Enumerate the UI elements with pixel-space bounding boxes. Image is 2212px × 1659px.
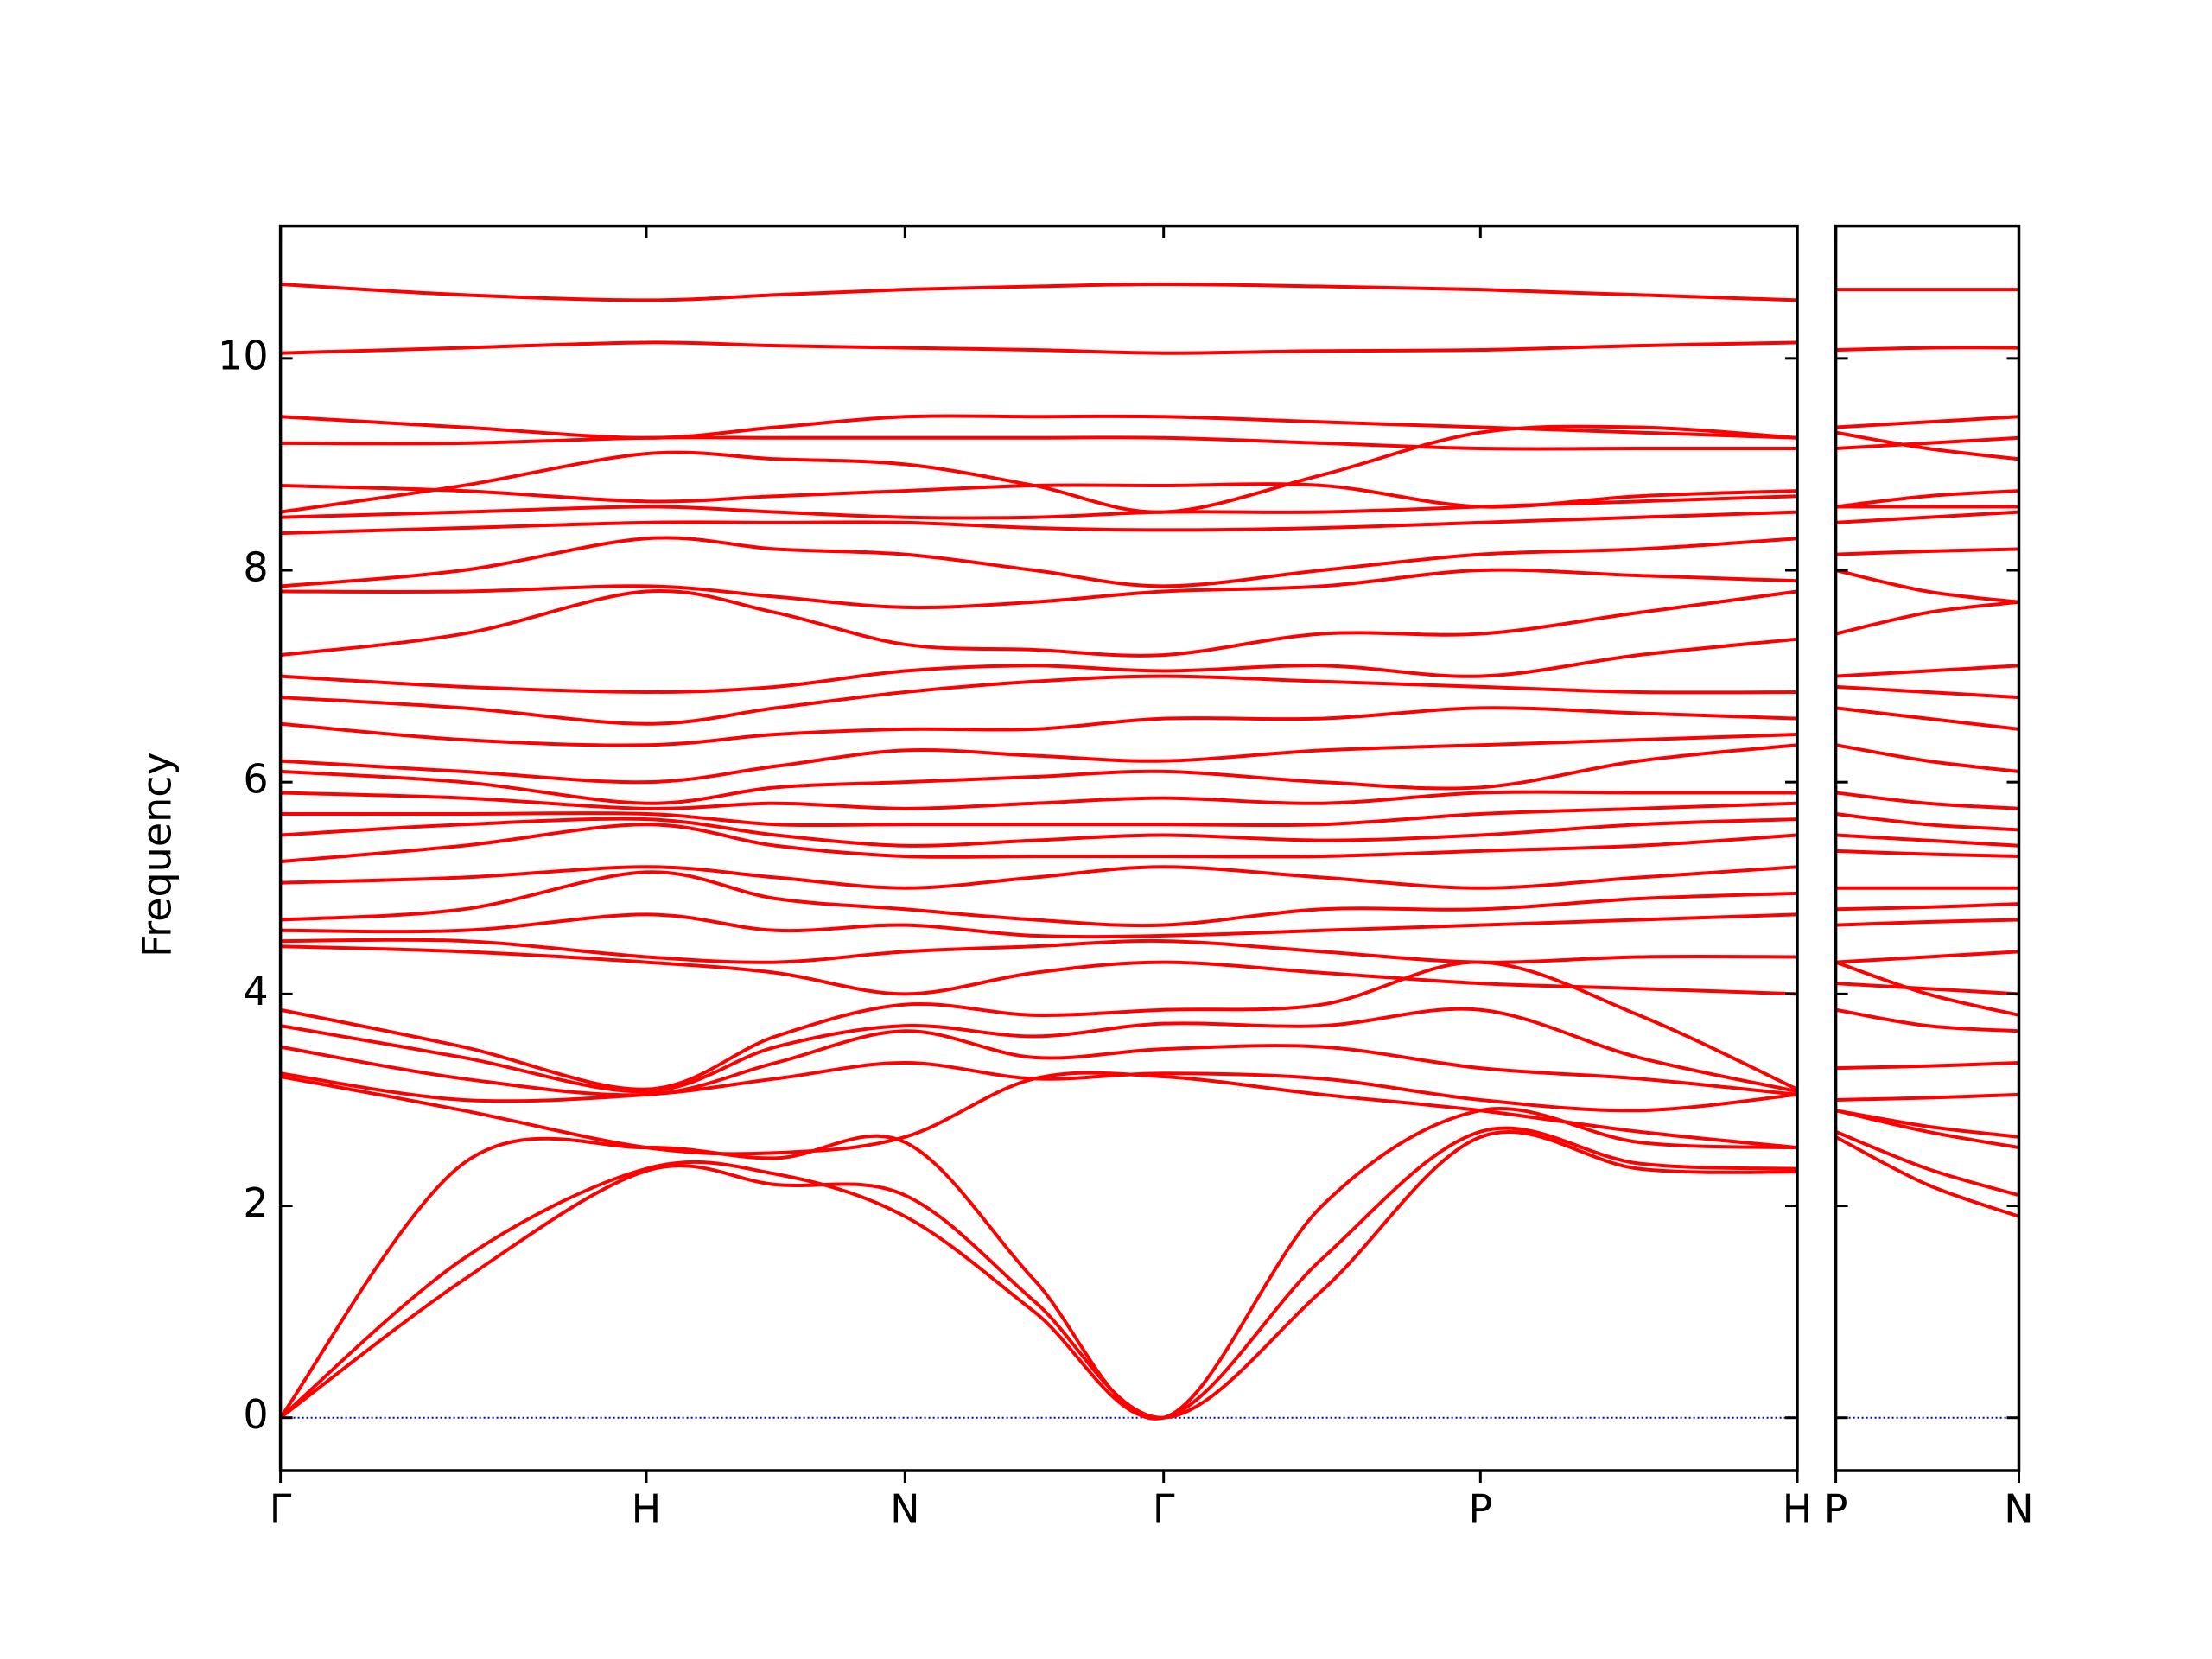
band-line (280, 435, 1797, 451)
band-line (1835, 547, 2019, 556)
band-line (280, 790, 1797, 810)
x-tick-label: N (890, 1486, 919, 1533)
band-line (280, 706, 1798, 747)
y-tick-label: 8 (243, 544, 268, 591)
band-line (280, 912, 1798, 939)
band-line (280, 536, 1798, 588)
band-line (280, 637, 1798, 694)
band-line (1835, 1109, 2019, 1139)
band-line (1835, 982, 2019, 996)
band-line (280, 817, 1798, 848)
band-line (280, 733, 1798, 785)
y-tick-label: 4 (243, 968, 268, 1014)
y-tick-label: 0 (243, 1391, 268, 1438)
band-line (280, 1061, 1798, 1113)
band-line (1835, 918, 2019, 927)
y-tick-label: 10 (218, 332, 269, 378)
band-line (280, 865, 1798, 890)
y-tick-label: 2 (243, 1179, 268, 1226)
x-tick-label: H (1783, 1486, 1813, 1533)
band-line (278, 1106, 1798, 1421)
band-line (1835, 415, 2019, 429)
band-line (1834, 1129, 2020, 1198)
band-line (280, 283, 1798, 302)
band-line (279, 1126, 1798, 1421)
band-line (280, 340, 1798, 355)
band-line (1835, 435, 2019, 451)
x-tick-label: Γ (1153, 1486, 1175, 1533)
band-line (280, 494, 1798, 520)
x-tick-label: N (2004, 1486, 2033, 1533)
band-line (279, 1130, 1798, 1420)
band-line (1834, 960, 2019, 1017)
band-line (1835, 706, 2019, 731)
band-line (280, 743, 1798, 805)
band-line (1835, 1092, 2019, 1102)
band-line (280, 960, 1798, 1091)
band-line (1835, 811, 2019, 832)
band-line (280, 1029, 1798, 1097)
band-line (1835, 569, 2019, 604)
band-line (280, 938, 1798, 964)
band-line (280, 823, 1798, 864)
plot-frame (278, 224, 1799, 1472)
band-line (280, 588, 1798, 658)
band-line (280, 568, 1798, 610)
band-line (280, 1007, 1798, 1094)
band-line (280, 414, 1798, 440)
x-tick-label: H (632, 1486, 662, 1533)
band-line (1835, 664, 2019, 678)
band-line (1835, 1007, 2019, 1033)
band-line (1835, 489, 2019, 509)
band-line (1835, 743, 2019, 773)
band-line (1835, 849, 2019, 858)
band-line (280, 801, 1798, 828)
band-line (1835, 902, 2019, 912)
y-axis-label: Frequency (134, 752, 181, 957)
band-line (280, 674, 1798, 726)
x-tick-label: Γ (270, 1486, 292, 1533)
x-tick-label: P (1468, 1486, 1492, 1533)
band-line (1835, 950, 2019, 964)
band-line (1835, 430, 2019, 461)
plot-frame (1834, 224, 2021, 1472)
band-line (1835, 510, 2019, 524)
band-line (1835, 346, 2019, 353)
band-line (280, 870, 1798, 928)
band-line (280, 944, 1798, 996)
band-line (1835, 791, 2019, 810)
x-tick-label: P (1824, 1486, 1848, 1533)
band-line (1835, 684, 2019, 700)
band-line (1835, 833, 2019, 848)
band-line (1835, 600, 2019, 636)
y-tick-label: 6 (243, 756, 268, 803)
band-line (1834, 1135, 2020, 1218)
band-line (1835, 1061, 2019, 1071)
band-line (280, 510, 1798, 536)
